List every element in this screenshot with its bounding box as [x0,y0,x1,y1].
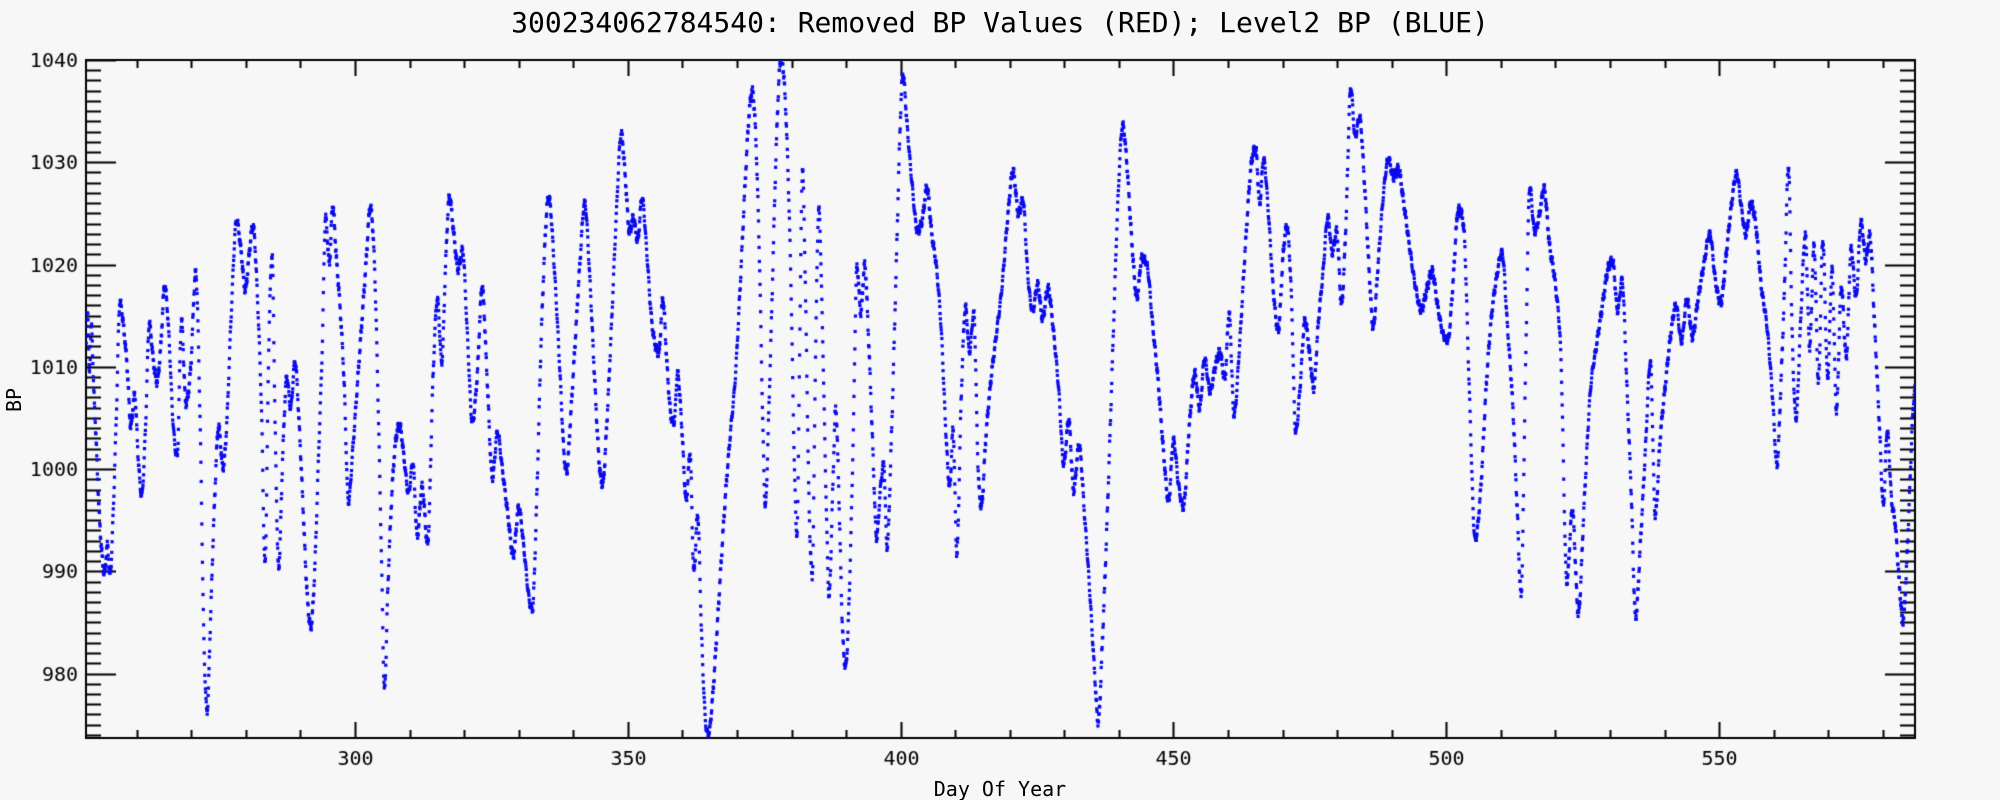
y-axis-label: BP [2,387,26,413]
x-axis-label: Day Of Year [933,777,1067,800]
plot-title: 300234062784540: Removed BP Values (RED)… [511,6,1489,39]
